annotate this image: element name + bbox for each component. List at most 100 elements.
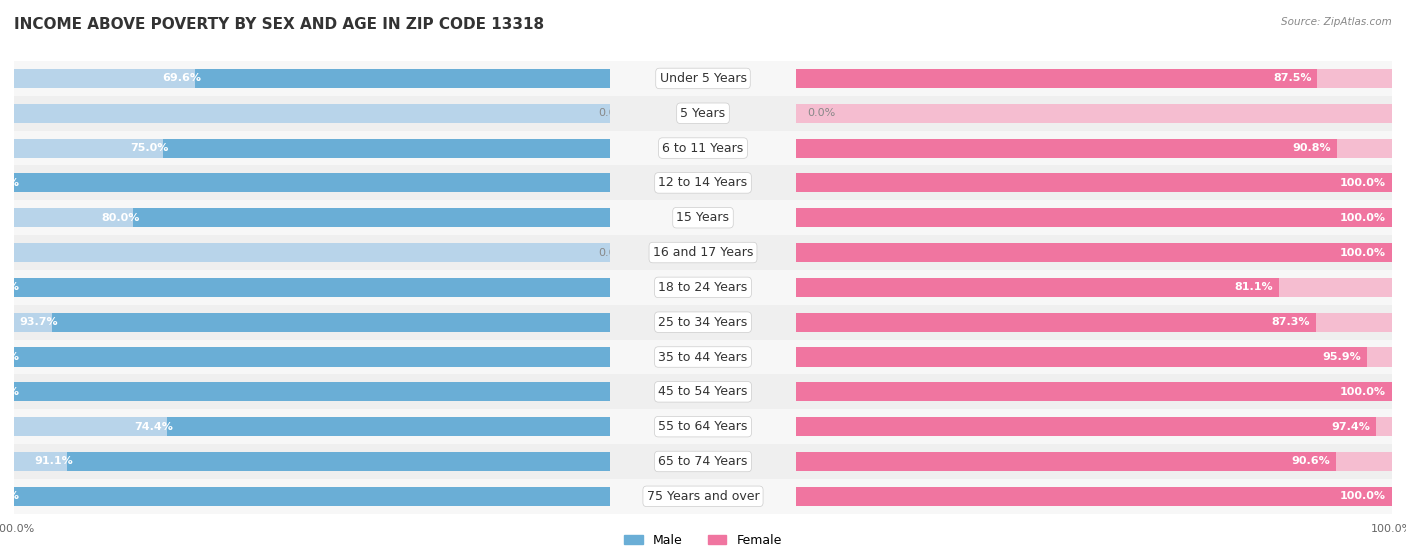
Bar [0, 444, 1406, 479]
Text: 16 and 17 Years: 16 and 17 Years [652, 246, 754, 259]
Text: 100.0%: 100.0% [0, 387, 20, 397]
Bar [796, 208, 1392, 227]
Bar [67, 452, 610, 471]
Text: 0.0%: 0.0% [599, 248, 627, 258]
Bar [0, 479, 1406, 514]
Bar [0, 409, 1406, 444]
Bar [796, 487, 1392, 506]
Text: 75 Years and over: 75 Years and over [647, 490, 759, 503]
Bar [14, 312, 610, 332]
Text: 97.4%: 97.4% [1331, 422, 1371, 432]
Text: 100.0%: 100.0% [0, 352, 20, 362]
Bar [0, 235, 1406, 270]
Text: Under 5 Years: Under 5 Years [659, 72, 747, 85]
Text: 90.8%: 90.8% [1292, 143, 1331, 153]
Bar [14, 348, 610, 367]
Text: 100.0%: 100.0% [0, 178, 20, 188]
Text: 6 to 11 Years: 6 to 11 Years [662, 142, 744, 155]
Bar [14, 243, 610, 262]
Bar [796, 174, 1392, 193]
Bar [14, 487, 610, 506]
Text: 55 to 64 Years: 55 to 64 Years [658, 420, 748, 433]
Bar [0, 96, 1406, 131]
Bar [14, 382, 610, 401]
Bar [0, 131, 1406, 166]
Bar [796, 208, 1392, 227]
Bar [796, 312, 1392, 332]
Bar [796, 487, 1392, 506]
Text: 75.0%: 75.0% [131, 143, 169, 153]
Bar [14, 104, 610, 123]
Bar [796, 382, 1392, 401]
Bar [134, 208, 610, 227]
Text: 100.0%: 100.0% [0, 282, 20, 292]
Bar [0, 235, 1406, 270]
Bar [0, 61, 1406, 96]
Bar [0, 374, 1406, 409]
Bar [0, 131, 1406, 166]
Text: 81.1%: 81.1% [1234, 282, 1274, 292]
Bar [796, 138, 1392, 158]
Bar [0, 200, 1406, 235]
Text: 35 to 44 Years: 35 to 44 Years [658, 350, 748, 363]
Bar [0, 270, 1406, 305]
Text: 12 to 14 Years: 12 to 14 Years [658, 176, 748, 189]
Bar [0, 305, 1406, 340]
Bar [0, 200, 1406, 235]
Bar [0, 340, 1406, 374]
Bar [14, 487, 610, 506]
Text: 100.0%: 100.0% [0, 491, 20, 501]
Text: 45 to 54 Years: 45 to 54 Years [658, 386, 748, 398]
Bar [0, 166, 1406, 200]
Bar [0, 305, 1406, 340]
Bar [796, 417, 1392, 436]
Bar [0, 200, 1406, 235]
Bar [0, 374, 1406, 409]
Bar [14, 382, 610, 401]
Bar [0, 96, 1406, 131]
Bar [14, 138, 610, 158]
Bar [796, 69, 1317, 88]
Bar [0, 270, 1406, 305]
Bar [796, 278, 1279, 297]
Bar [14, 278, 610, 297]
Bar [0, 235, 1406, 270]
Text: 74.4%: 74.4% [134, 422, 173, 432]
Text: 87.3%: 87.3% [1272, 317, 1310, 327]
Bar [796, 312, 1316, 332]
Bar [796, 104, 1392, 123]
Bar [796, 417, 1376, 436]
Text: 90.6%: 90.6% [1291, 456, 1330, 466]
Text: 5 Years: 5 Years [681, 107, 725, 120]
Text: 93.7%: 93.7% [18, 317, 58, 327]
Bar [14, 417, 610, 436]
Bar [0, 61, 1406, 96]
Bar [14, 174, 610, 193]
Bar [14, 452, 610, 471]
Text: Source: ZipAtlas.com: Source: ZipAtlas.com [1281, 17, 1392, 27]
Text: 91.1%: 91.1% [34, 456, 73, 466]
Text: 80.0%: 80.0% [101, 213, 139, 223]
Text: 25 to 34 Years: 25 to 34 Years [658, 316, 748, 329]
Bar [163, 138, 610, 158]
Bar [14, 174, 610, 193]
Bar [0, 444, 1406, 479]
Bar [0, 166, 1406, 200]
Bar [796, 452, 1336, 471]
Text: 0.0%: 0.0% [599, 108, 627, 118]
Text: 15 Years: 15 Years [676, 211, 730, 224]
Bar [796, 174, 1392, 193]
Bar [0, 374, 1406, 409]
Bar [0, 479, 1406, 514]
Bar [0, 409, 1406, 444]
Bar [0, 409, 1406, 444]
Bar [796, 348, 1368, 367]
Bar [0, 96, 1406, 131]
Text: INCOME ABOVE POVERTY BY SEX AND AGE IN ZIP CODE 13318: INCOME ABOVE POVERTY BY SEX AND AGE IN Z… [14, 17, 544, 32]
Text: 0.0%: 0.0% [807, 108, 837, 118]
Bar [0, 444, 1406, 479]
Bar [0, 131, 1406, 166]
Bar [0, 340, 1406, 374]
Bar [14, 208, 610, 227]
Bar [52, 312, 610, 332]
